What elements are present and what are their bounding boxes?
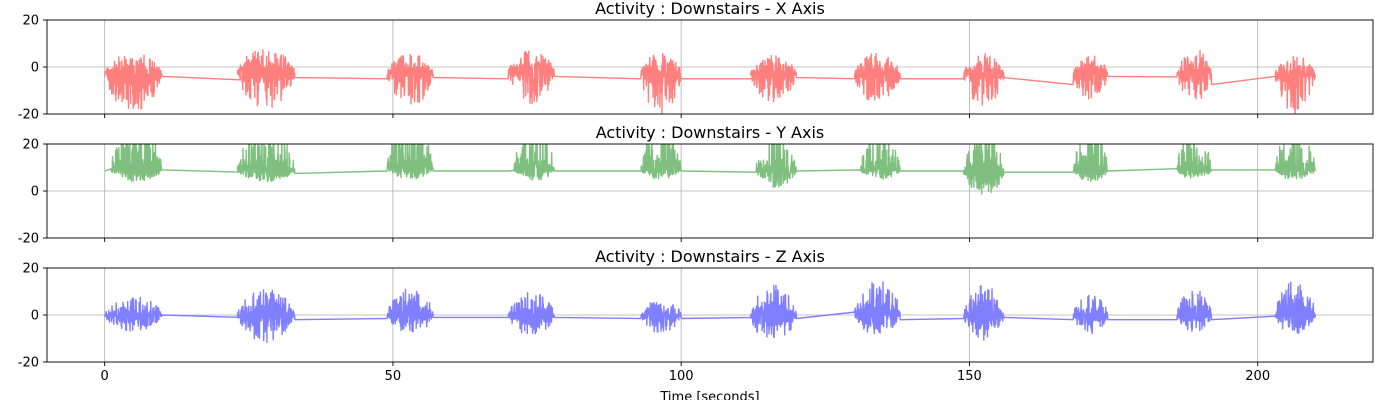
z-chart-title: Activity : Downstairs - Z Axis	[595, 247, 825, 266]
x-series-line	[104, 49, 1316, 114]
y-ytick-label: 0	[31, 185, 39, 200]
y-chart-title: Activity : Downstairs - Y Axis	[596, 123, 825, 142]
z-xtick-label: 200	[1245, 369, 1270, 384]
x-ytick-label: -20	[18, 108, 39, 123]
x-axis-panel: -20 0 20 Activity : Downstairs - X Axis	[18, 0, 1374, 123]
z-series-line	[104, 281, 1316, 343]
x-chart-title: Activity : Downstairs - X Axis	[595, 0, 825, 18]
y-series-line	[104, 144, 1316, 195]
y-ytick-label: -20	[18, 232, 39, 247]
z-ytick-label: 20	[22, 262, 39, 277]
y-ytick-label: 20	[22, 138, 39, 153]
z-ytick-label: -20	[18, 356, 39, 371]
x-ytick-label: 20	[22, 14, 39, 29]
z-xtick-label: 50	[385, 369, 402, 384]
z-x-axis-label: Time [seconds]	[659, 390, 759, 400]
y-axis-panel: -20 0 20 Activity : Downstairs - Y Axis	[18, 123, 1374, 247]
z-ytick-label: 0	[31, 309, 39, 324]
z-xtick-label: 150	[957, 369, 982, 384]
z-axis-panel: 0 50 100 150 200 -20 0 20 Activity : Downstairs …	[18, 247, 1374, 400]
z-xtick-label: 100	[669, 369, 694, 384]
z-xtick-label: 0	[101, 369, 109, 384]
x-ytick-label: 0	[31, 61, 39, 76]
